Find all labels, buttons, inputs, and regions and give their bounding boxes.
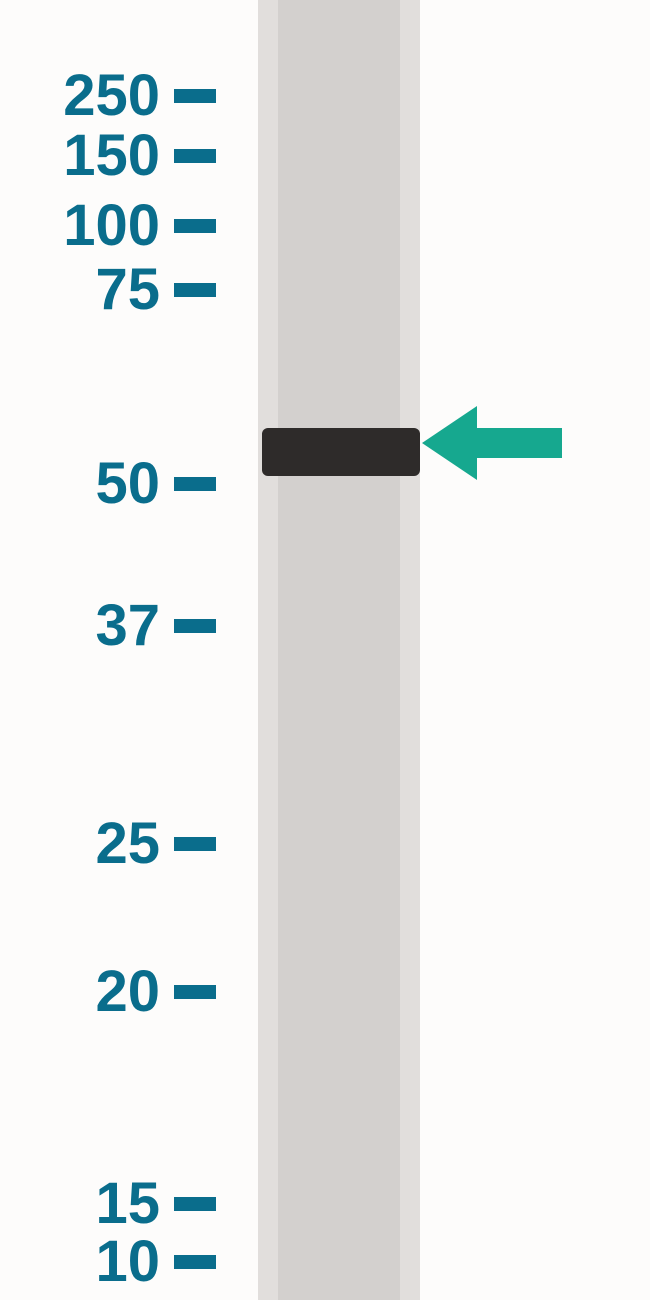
mw-marker-50: 50 <box>40 450 216 517</box>
mw-label: 37 <box>40 592 160 659</box>
mw-tick <box>174 985 216 999</box>
blot-lane-inner <box>278 0 400 1300</box>
mw-tick <box>174 1255 216 1269</box>
mw-label: 20 <box>40 958 160 1025</box>
mw-tick <box>174 477 216 491</box>
mw-tick <box>174 837 216 851</box>
mw-tick <box>174 283 216 297</box>
mw-label: 250 <box>40 62 160 129</box>
mw-marker-15: 15 <box>40 1170 216 1237</box>
mw-marker-25: 25 <box>40 810 216 877</box>
mw-marker-20: 20 <box>40 958 216 1025</box>
mw-label: 10 <box>40 1228 160 1295</box>
mw-marker-37: 37 <box>40 592 216 659</box>
mw-tick <box>174 619 216 633</box>
mw-marker-150: 150 <box>40 122 216 189</box>
mw-label: 150 <box>40 122 160 189</box>
mw-label: 25 <box>40 810 160 877</box>
mw-label: 15 <box>40 1170 160 1237</box>
mw-label: 100 <box>40 192 160 259</box>
mw-marker-75: 75 <box>40 256 216 323</box>
protein-band <box>262 428 420 476</box>
mw-tick <box>174 1197 216 1211</box>
mw-label: 75 <box>40 256 160 323</box>
mw-marker-10: 10 <box>40 1228 216 1295</box>
mw-tick <box>174 89 216 103</box>
mw-tick <box>174 219 216 233</box>
mw-marker-250: 250 <box>40 62 216 129</box>
western-blot-figure: { "background_color": "#fdfcfb", "label_… <box>0 0 650 1300</box>
arrow-icon <box>422 398 562 488</box>
mw-tick <box>174 149 216 163</box>
mw-label: 50 <box>40 450 160 517</box>
mw-marker-100: 100 <box>40 192 216 259</box>
